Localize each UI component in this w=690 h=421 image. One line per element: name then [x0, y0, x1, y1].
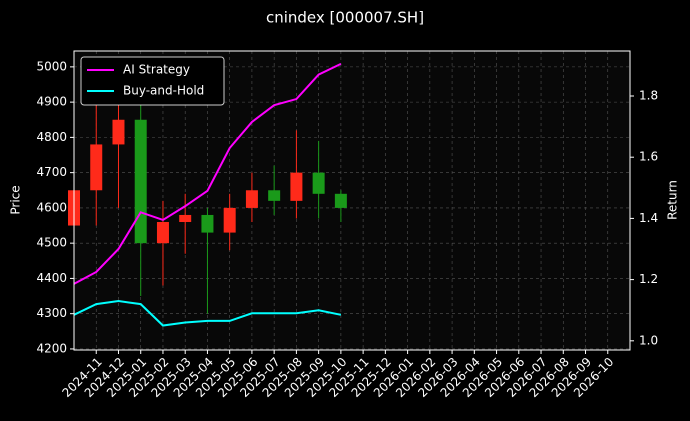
- y-tick-label: 4300: [36, 306, 67, 320]
- y-tick-label: 5000: [36, 59, 67, 73]
- y2-axis-label: Return: [666, 180, 680, 220]
- y2-tick-label: 1.4: [639, 211, 658, 225]
- line-series: [73, 62, 342, 285]
- chart-title: cnindex [000007.SH]: [266, 9, 424, 27]
- candle-body: [112, 119, 125, 145]
- y-tick-label: 4400: [36, 271, 67, 285]
- candle-body: [134, 119, 147, 244]
- y2-tick-label: 1.8: [639, 88, 658, 102]
- legend-label: Buy-and-Hold: [123, 84, 204, 98]
- y-tick-label: 4800: [36, 130, 67, 144]
- candle-body: [156, 222, 169, 244]
- y-tick-label: 4600: [36, 200, 67, 214]
- candle-body: [290, 172, 303, 201]
- candle-body: [312, 172, 325, 194]
- candle-body: [201, 214, 214, 233]
- candle-body: [90, 144, 103, 191]
- y-tick-label: 4200: [36, 341, 67, 355]
- legend-label: AI Strategy: [123, 63, 190, 77]
- candle-body: [179, 214, 192, 223]
- candle-body: [245, 190, 258, 208]
- y-tick-label: 4700: [36, 165, 67, 179]
- y-tick-label: 4900: [36, 95, 67, 109]
- line-series: [73, 300, 342, 327]
- y-axis-label: Price: [9, 185, 23, 214]
- legend-box: [80, 56, 225, 106]
- candle-body: [223, 207, 236, 233]
- y2-tick-label: 1.0: [639, 333, 658, 347]
- plot-frame: [73, 50, 631, 351]
- candle-body: [268, 190, 281, 201]
- y-tick-label: 4500: [36, 236, 67, 250]
- candle-body: [334, 193, 347, 208]
- y2-tick-label: 1.6: [639, 150, 658, 164]
- y2-tick-label: 1.2: [639, 272, 658, 286]
